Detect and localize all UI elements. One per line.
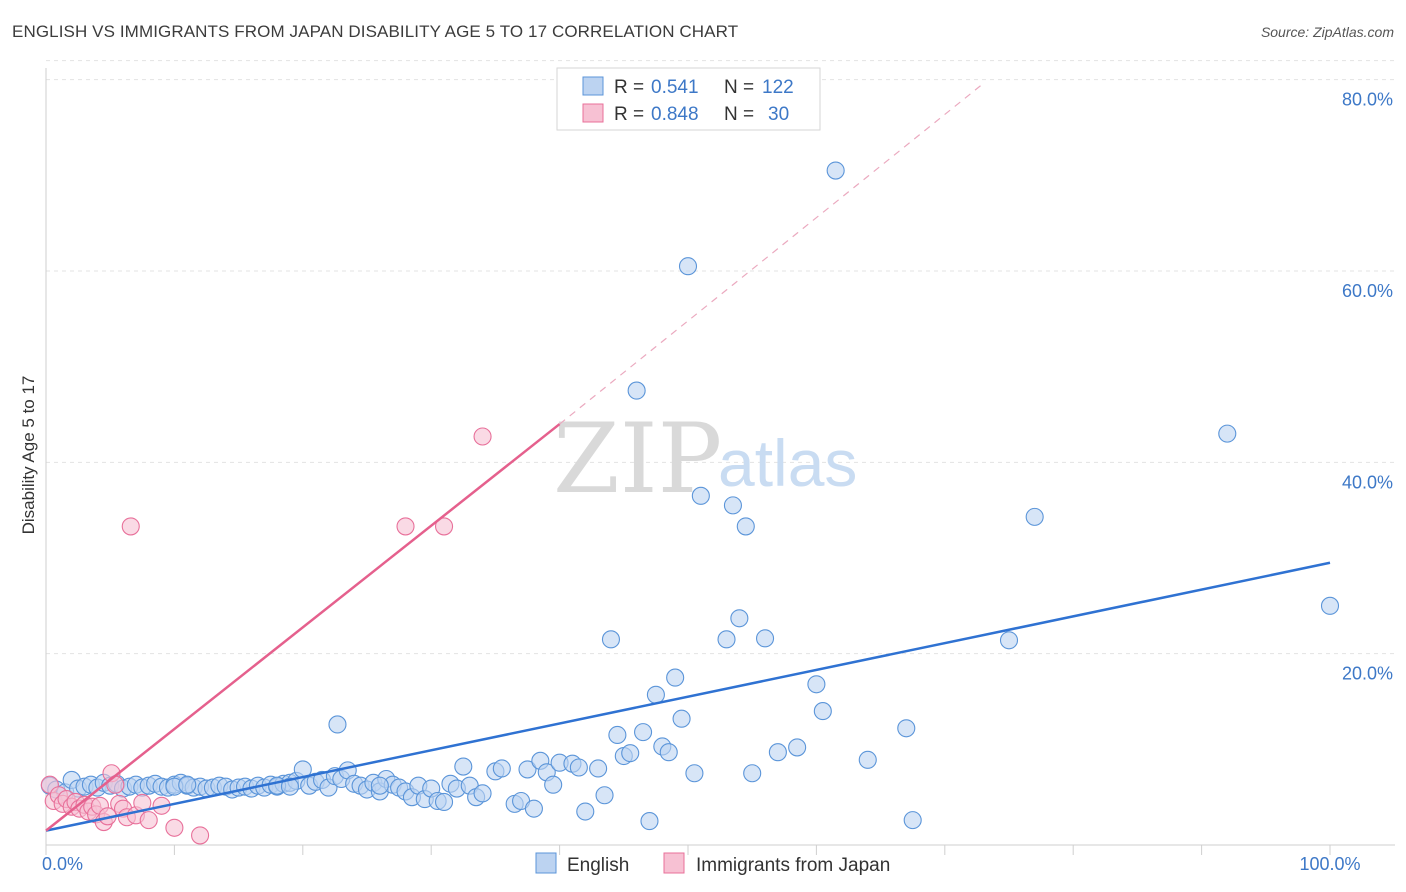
english-point [595,786,614,805]
english-point [627,381,646,400]
legend-n-value-1: 122 [762,77,794,98]
english-point [280,777,300,796]
y-tick-label-40: 40.0% [1342,472,1393,492]
english-point [608,725,627,745]
english-point [518,760,537,779]
watermark-atlas: atlas [718,426,857,500]
english-point [723,496,742,515]
japan-point [165,818,184,837]
stats-legend: R = 0.541 N = 122 R = 0.848 N = 30 [556,67,821,131]
english-point [807,675,826,694]
x-tick-label-100: 100.0% [1299,854,1360,874]
chart-title: ENGLISH VS IMMIGRANTS FROM JAPAN DISABIL… [12,22,739,41]
japan-point [473,427,492,446]
x-tick-label-0: 0.0% [42,854,83,874]
english-point [672,709,691,728]
series-legend-japan-label: Immigrants from Japan [696,855,890,876]
english-point [897,719,916,738]
english-point [473,784,492,803]
japan-point [191,826,210,845]
legend-r-label-1: R = [614,77,644,98]
axes [45,68,1395,855]
japan-points [40,427,492,845]
x-tick-labels: 0.0% 100.0% [42,854,1361,874]
watermark: ZIP atlas [553,403,857,515]
english-point [999,631,1019,650]
legend-japan-swatch [582,103,604,123]
legend-r-value-1: 0.541 [651,77,699,98]
english-point [730,609,749,628]
english-point [768,743,787,762]
english-point [646,685,665,704]
y-tick-label-80: 80.0% [1342,90,1393,110]
english-point [678,257,698,276]
y-tick-label-20: 20.0% [1342,664,1393,684]
legend-r-label-2: R = [614,104,644,125]
y-axis-label: Disability Age 5 to 17 [19,376,38,535]
english-point [524,799,543,818]
english-point [634,723,653,742]
series-legend-english-swatch [535,852,557,874]
english-point [328,715,347,734]
english-point [370,776,389,795]
legend-n-value-2: 30 [768,104,789,125]
grid-lines [46,60,1395,655]
english-point [569,758,588,777]
english-points [40,161,1340,831]
japan-point [434,517,454,536]
legend-english-swatch [582,76,604,96]
english-point [544,775,563,794]
english-point [685,764,704,783]
english-point [858,750,877,769]
english-point [743,764,762,783]
y-tick-label-60: 60.0% [1342,281,1393,301]
english-point [717,630,736,649]
chart-source: Source: ZipAtlas.com [1260,24,1394,40]
legend-n-label-1: N = [724,77,754,98]
english-point [1025,507,1044,526]
english-point [736,517,755,536]
english-point [691,486,710,505]
japan-trend-line [45,423,561,832]
english-point [903,811,922,830]
y-tick-labels: 20.0% 40.0% 60.0% 80.0% [1342,90,1393,684]
english-point [788,738,807,757]
english-point [621,744,640,763]
japan-trend-extension [559,83,984,425]
english-point [576,802,595,821]
english-point [813,702,832,721]
english-point [1320,596,1340,615]
series-legend-japan-swatch [663,852,685,874]
english-trend-line [45,561,1331,832]
series-legend-english-label: English [567,855,629,876]
english-point [666,668,685,687]
english-point [589,759,608,778]
japan-point [139,811,158,830]
english-point [178,775,197,794]
english-point [601,630,621,649]
trend-lines [45,83,1331,832]
legend-n-label-2: N = [724,104,754,125]
japan-point [121,517,140,536]
english-point [1218,424,1237,443]
english-point [826,161,845,180]
legend-r-value-2: 0.848 [651,104,699,125]
english-point [434,792,454,812]
series-legend: English Immigrants from Japan [535,852,890,876]
english-point [659,743,678,762]
japan-point [396,517,415,536]
english-point [755,629,775,648]
japan-point [106,775,125,794]
english-point [454,757,473,776]
english-point [640,812,659,831]
english-point [492,759,511,778]
